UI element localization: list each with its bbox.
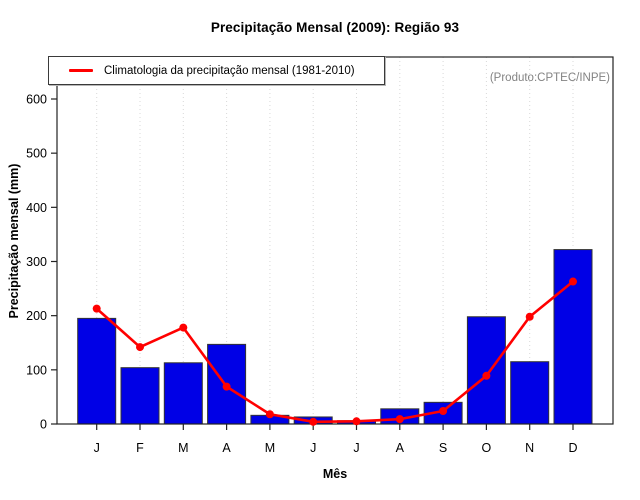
climatology-point-7	[395, 415, 404, 424]
legend: Climatologia da precipitação mensal (198…	[48, 56, 385, 85]
x-tick-label-6: J	[353, 441, 359, 455]
climatology-point-10	[525, 312, 534, 321]
legend-line-swatch	[69, 69, 93, 72]
y-tick-label: 0	[40, 418, 47, 432]
x-tick-label-3: A	[222, 441, 231, 455]
climatology-point-4	[265, 410, 274, 419]
x-axis-title: Mês	[322, 467, 348, 481]
bar-month-0	[77, 317, 117, 425]
y-tick-label: 200	[26, 309, 47, 323]
source-annotation: (Produto:CPTEC/INPE)	[489, 72, 610, 84]
x-tick-label-2: M	[178, 441, 188, 455]
y-tick-label: 500	[26, 147, 47, 161]
climatology-point-6	[352, 417, 361, 426]
climatology-point-5	[309, 417, 318, 426]
climatology-point-9	[482, 371, 491, 380]
legend-label: Climatologia da precipitação mensal (198…	[104, 64, 355, 77]
bar-month-11	[553, 249, 593, 425]
y-tick-label: 600	[26, 93, 47, 107]
x-tick-label-4: M	[265, 441, 275, 455]
y-tick-label: 300	[26, 255, 47, 269]
climatology-point-0	[92, 304, 101, 313]
y-tick-label: 100	[26, 363, 47, 377]
climatology-point-8	[439, 407, 448, 415]
x-tick-label-11: D	[568, 441, 577, 455]
x-tick-label-0: J	[94, 441, 100, 455]
x-tick-label-9: O	[482, 441, 492, 455]
x-tick-label-8: S	[439, 441, 447, 455]
chart-title: Precipitação Mensal (2009): Região 93	[210, 20, 460, 35]
x-tick-label-7: A	[396, 441, 405, 455]
bar-month-9	[466, 316, 506, 425]
x-tick-label-1: F	[136, 441, 144, 455]
x-tick-label-10: N	[525, 441, 534, 455]
climatology-point-2	[179, 323, 188, 332]
bar-month-1	[120, 367, 160, 425]
climatology-point-3	[222, 382, 231, 391]
x-tick-label-5: J	[310, 441, 316, 455]
y-tick-label: 400	[26, 201, 47, 215]
climatology-line	[95, 280, 574, 424]
bar-month-2	[163, 362, 203, 425]
bar-month-10	[510, 361, 550, 425]
y-axis-title: Precipitação mensal (mm)	[7, 163, 21, 319]
climatology-point-11	[569, 277, 577, 286]
climatology-point-1	[136, 343, 144, 352]
